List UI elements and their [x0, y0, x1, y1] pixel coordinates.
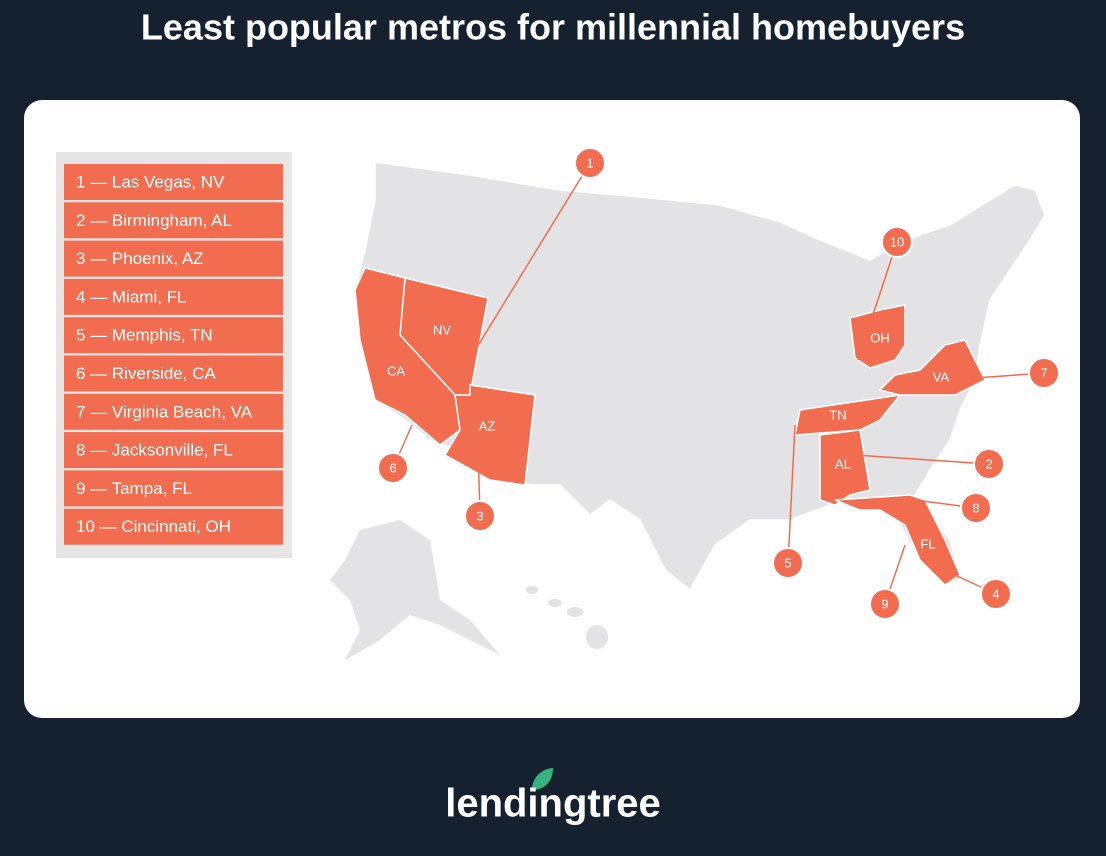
legend-row — [64, 470, 283, 507]
marker-number: 8 — [972, 500, 979, 515]
state-label: VA — [933, 369, 950, 384]
marker-number: 3 — [476, 508, 483, 523]
state-tn — [794, 393, 902, 436]
state-label: OH — [870, 330, 890, 345]
marker-number: 1 — [586, 155, 593, 170]
state-ca — [354, 267, 461, 446]
marker — [574, 147, 606, 179]
logo-text: lendingtree — [445, 782, 661, 826]
state-label: TN — [829, 407, 846, 422]
state-label: CA — [387, 363, 405, 378]
legend-row — [64, 240, 283, 277]
marker-number: 4 — [992, 586, 999, 601]
marker — [377, 452, 409, 484]
marker — [869, 588, 901, 620]
legend-item: 8 — Jacksonville, FL — [76, 441, 233, 460]
marker — [464, 500, 496, 532]
state-label: AL — [835, 456, 851, 471]
state-label: AZ — [479, 418, 496, 433]
legend-row — [64, 202, 283, 239]
state-label: FL — [920, 536, 935, 551]
marker-number: 2 — [985, 456, 992, 471]
legend-row — [64, 164, 283, 200]
leader-line — [787, 424, 796, 564]
leader-line — [451, 162, 591, 389]
legend-row — [64, 278, 283, 315]
state-va — [878, 339, 987, 396]
legend-row — [64, 508, 283, 545]
legend-row — [64, 355, 283, 392]
legend-item: 9 — Tampa, FL — [76, 479, 192, 498]
state-al — [819, 429, 871, 506]
state-fl — [834, 494, 961, 586]
leader-line — [854, 454, 990, 465]
legend-item: 1 — Las Vegas, NV — [76, 172, 225, 191]
marker-number: 6 — [389, 460, 396, 475]
state-label: NV — [433, 322, 451, 337]
legend-item: 6 — Riverside, CA — [76, 364, 216, 383]
marker-number: 10 — [890, 234, 904, 249]
marker — [881, 226, 913, 258]
marker-number: 7 — [1040, 365, 1047, 380]
legend-item: 4 — Miami, FL — [76, 287, 187, 306]
legend-row — [64, 432, 283, 469]
legend-item: 3 — Phoenix, AZ — [76, 249, 204, 268]
legend-item: 7 — Virginia Beach, VA — [76, 402, 253, 421]
marker — [772, 547, 804, 579]
legend-item: 2 — Birmingham, AL — [76, 211, 232, 230]
leader-line — [857, 241, 898, 361]
marker — [973, 448, 1005, 480]
logo-leaf — [532, 768, 553, 790]
state-az — [443, 384, 536, 486]
legend-row — [64, 317, 283, 354]
logo: lendingtree — [445, 768, 661, 826]
map — [330, 161, 1046, 660]
marker — [980, 578, 1012, 610]
legend-item: 5 — Memphis, TN — [76, 326, 213, 345]
marker — [1028, 357, 1060, 389]
alaska — [330, 520, 500, 660]
legend-row — [64, 393, 283, 430]
hawaii — [526, 586, 608, 649]
marker-number: 5 — [784, 555, 791, 570]
marker-number: 9 — [881, 596, 888, 611]
legend-item: 10 — Cincinnati, OH — [76, 517, 231, 536]
marker — [960, 492, 992, 524]
title: Least popular metros for millennial home… — [141, 7, 965, 48]
